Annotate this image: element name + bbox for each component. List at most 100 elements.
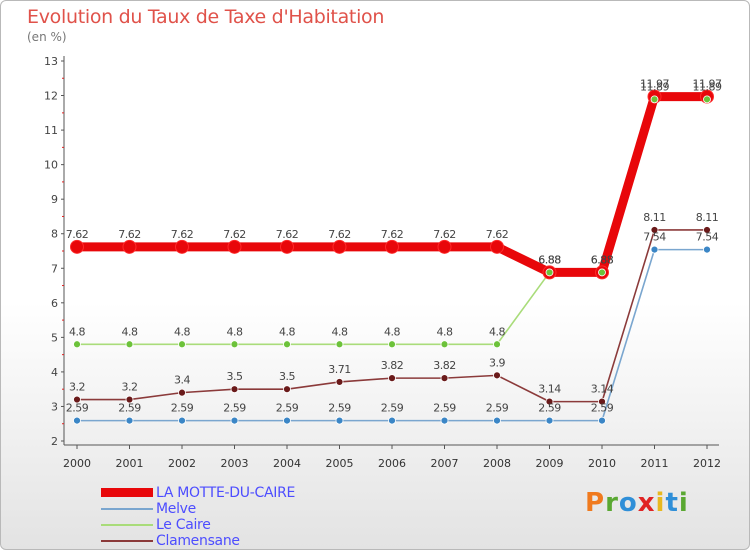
legend-label-la-motte-du-caire: LA MOTTE-DU-CAIRE xyxy=(156,485,296,501)
data-label: 3.2 xyxy=(122,381,138,394)
data-point xyxy=(493,340,501,349)
data-point xyxy=(283,385,291,394)
data-label: 11.97 xyxy=(693,78,722,91)
data-label: 4.8 xyxy=(332,325,348,338)
data-label: 4.8 xyxy=(437,325,453,338)
y-tick-label: 11 xyxy=(44,124,58,137)
brand-letter: x xyxy=(637,488,656,518)
data-point xyxy=(388,374,396,383)
legend-label-le-caire: Le Caire xyxy=(156,517,211,533)
y-tick-label: 10 xyxy=(44,159,58,172)
legend-label-melve: Melve xyxy=(156,501,196,517)
data-label: 3.14 xyxy=(591,383,614,396)
data-point xyxy=(227,239,242,254)
proxiti-logo: Proxiti xyxy=(585,488,689,518)
x-tick-label: 2001 xyxy=(116,457,144,470)
data-label: 4.8 xyxy=(122,325,138,338)
data-point xyxy=(125,340,134,349)
y-tick-label: 5 xyxy=(51,331,58,344)
data-label: 8.11 xyxy=(643,211,666,224)
data-point xyxy=(230,416,239,425)
x-tick-label: 2012 xyxy=(693,457,721,470)
data-point xyxy=(335,340,344,349)
data-point xyxy=(73,340,81,349)
data-point xyxy=(437,239,452,254)
data-label: 2.59 xyxy=(538,402,561,415)
data-point xyxy=(598,268,606,277)
legend-swatch-clamensane xyxy=(101,540,153,542)
brand-letter: i xyxy=(655,488,666,518)
x-tick-label: 2002 xyxy=(168,457,196,470)
data-label: 3.9 xyxy=(489,356,505,369)
data-label: 7.62 xyxy=(328,228,351,241)
data-point xyxy=(125,416,134,425)
data-point xyxy=(440,416,449,425)
data-point xyxy=(493,416,501,425)
data-label: 7.62 xyxy=(223,228,246,241)
data-label: 7.62 xyxy=(66,228,89,241)
chart-subtitle: (en %) xyxy=(27,30,67,44)
data-label: 4.8 xyxy=(174,325,190,338)
data-point xyxy=(703,245,711,254)
y-tick-label: 13 xyxy=(44,55,58,68)
x-tick-label: 2003 xyxy=(221,457,249,470)
y-tick-label: 12 xyxy=(44,90,58,103)
data-label: 3.82 xyxy=(381,359,404,372)
data-point xyxy=(283,416,291,425)
data-label: 6.88 xyxy=(538,253,561,266)
data-point xyxy=(230,340,239,349)
data-point xyxy=(650,245,659,254)
data-point xyxy=(230,385,239,394)
data-label: 2.59 xyxy=(118,402,141,415)
data-label: 7.62 xyxy=(276,228,299,241)
y-tick-label: 6 xyxy=(51,297,58,310)
data-point xyxy=(73,416,81,425)
data-label: 3.2 xyxy=(69,381,85,394)
data-point xyxy=(178,340,186,349)
data-label: 11.89 xyxy=(640,80,669,93)
data-label: 7.54 xyxy=(696,231,719,244)
data-label: 2.59 xyxy=(276,402,299,415)
data-label: 2.59 xyxy=(171,402,194,415)
brand-letter: P xyxy=(585,488,606,518)
data-point xyxy=(125,395,134,404)
x-tick-label: 2011 xyxy=(641,457,669,470)
y-tick-label: 2 xyxy=(51,435,58,448)
data-point xyxy=(703,226,711,234)
legend-swatch-melve xyxy=(101,508,153,510)
x-tick-label: 2000 xyxy=(63,457,91,470)
legend-swatch-le-caire xyxy=(101,524,153,526)
data-label: 3.5 xyxy=(227,370,243,383)
data-point xyxy=(440,374,449,383)
data-label: 4.8 xyxy=(227,325,243,338)
brand-letter: r xyxy=(605,488,619,518)
x-tick-label: 2007 xyxy=(431,457,459,470)
data-label: 2.59 xyxy=(328,402,351,415)
data-label: 3.14 xyxy=(538,383,561,396)
data-label: 6.88 xyxy=(591,253,614,266)
y-tick-label: 7 xyxy=(51,262,58,275)
chart-title: Evolution du Taux de Taxe d'Habitation xyxy=(27,6,385,28)
data-label: 8.11 xyxy=(696,211,719,224)
data-label: 2.59 xyxy=(381,402,404,415)
data-point xyxy=(650,95,659,104)
data-point xyxy=(178,416,186,425)
y-tick-label: 3 xyxy=(51,400,58,413)
data-label: 4.8 xyxy=(384,325,400,338)
data-point xyxy=(283,340,291,349)
data-label: 2.59 xyxy=(223,402,246,415)
data-label: 2.59 xyxy=(66,402,89,415)
x-tick-label: 2009 xyxy=(536,457,564,470)
data-label: 4.8 xyxy=(489,325,505,338)
y-tick-label: 9 xyxy=(51,193,58,206)
data-point xyxy=(388,416,396,425)
data-label: 7.62 xyxy=(381,228,404,241)
data-label: 4.8 xyxy=(279,325,295,338)
data-label: 7.62 xyxy=(118,228,141,241)
data-point xyxy=(598,397,606,406)
data-point xyxy=(545,397,554,406)
data-point xyxy=(70,239,84,254)
data-point xyxy=(332,239,347,254)
data-point xyxy=(385,239,399,254)
